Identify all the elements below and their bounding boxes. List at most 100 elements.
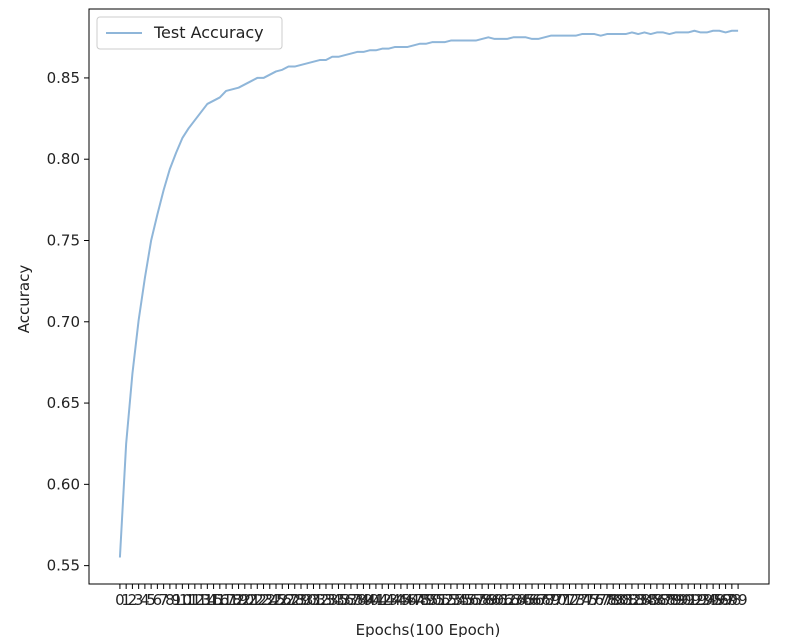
- x-tick-label: 92: [685, 591, 704, 609]
- x-tick-label: 33: [316, 591, 335, 609]
- x-tick-label: 15: [204, 591, 223, 609]
- x-tick-label: 66: [522, 591, 541, 609]
- x-tick-label: 54: [448, 591, 467, 609]
- x-tick-label: 10: [173, 591, 192, 609]
- x-tick-label: 99: [729, 591, 748, 609]
- x-tick-label: 14: [198, 591, 217, 609]
- x-tick-label: 25: [266, 591, 285, 609]
- x-tick-label: 80: [610, 591, 629, 609]
- x-tick-label: 98: [722, 591, 741, 609]
- x-tick-label: 86: [647, 591, 666, 609]
- x-tick-label: 62: [498, 591, 517, 609]
- x-tick-label: 64: [510, 591, 529, 609]
- x-tick-label: 83: [629, 591, 648, 609]
- x-tick-label: 20: [235, 591, 254, 609]
- x-tick-label: 93: [691, 591, 710, 609]
- x-tick-label: 24: [260, 591, 279, 609]
- x-tick-label: 90: [672, 591, 691, 609]
- legend: Test Accuracy: [96, 16, 283, 50]
- x-tick-label: 28: [285, 591, 304, 609]
- x-tick-label: 69: [541, 591, 560, 609]
- x-tick-label: 5: [146, 591, 156, 609]
- x-tick-label: 68: [535, 591, 554, 609]
- y-tick-label: 0.65: [47, 394, 80, 412]
- x-tick-label: 19: [229, 591, 248, 609]
- y-tick-label: 0.60: [47, 475, 80, 493]
- x-tick-label: 45: [391, 591, 410, 609]
- x-tick-label: 96: [710, 591, 729, 609]
- x-tick-label: 38: [348, 591, 367, 609]
- x-tick-label: 23: [254, 591, 273, 609]
- y-tick-label: 0.85: [47, 69, 80, 87]
- y-tick-label: 0.75: [47, 231, 80, 249]
- x-tick-label: 75: [579, 591, 598, 609]
- x-tick-label: 55: [454, 591, 473, 609]
- x-tick-label: 65: [516, 591, 535, 609]
- x-tick-label: 39: [354, 591, 373, 609]
- x-tick-label: 42: [373, 591, 392, 609]
- x-tick-label: 9: [171, 591, 181, 609]
- x-tick-label: 70: [547, 591, 566, 609]
- x-tick-label: 95: [704, 591, 723, 609]
- x-tick-label: 36: [335, 591, 354, 609]
- series-line-test-accuracy: [118, 29, 739, 558]
- x-axis: 0123456789101112131415161718192021222324…: [115, 584, 748, 609]
- x-tick-label: 6: [153, 591, 163, 609]
- legend-box: [96, 16, 283, 50]
- x-tick-label: 71: [554, 591, 573, 609]
- x-tick-label: 76: [585, 591, 604, 609]
- x-tick-label: 11: [179, 591, 198, 609]
- x-tick-label: 78: [597, 591, 616, 609]
- x-tick-label: 34: [323, 591, 342, 609]
- x-tick-label: 77: [591, 591, 610, 609]
- x-tick-label: 48: [410, 591, 429, 609]
- x-tick-label: 79: [604, 591, 623, 609]
- y-tick-label: 0.70: [47, 313, 80, 331]
- x-tick-label: 73: [566, 591, 585, 609]
- x-tick-label: 49: [416, 591, 435, 609]
- x-tick-label: 16: [210, 591, 229, 609]
- x-tick-label: 12: [185, 591, 204, 609]
- x-tick-label: 44: [385, 591, 404, 609]
- y-axis: 0.55 0.60 0.65 0.70 0.75 0.80 0.85: [47, 69, 89, 575]
- x-tick-label: 27: [279, 591, 298, 609]
- x-tick-label: 58: [473, 591, 492, 609]
- x-tick-label: 63: [504, 591, 523, 609]
- x-tick-label: 52: [435, 591, 454, 609]
- x-tick-label: 94: [697, 591, 716, 609]
- x-tick-label: 0: [115, 591, 125, 609]
- x-tick-label: 41: [366, 591, 385, 609]
- x-tick-label: 85: [641, 591, 660, 609]
- y-tick-label: 0.55: [47, 557, 80, 575]
- y-axis-label: Accuracy: [15, 265, 33, 334]
- x-tick-label: 53: [441, 591, 460, 609]
- x-tick-label: 84: [635, 591, 654, 609]
- x-tick-label: 17: [217, 591, 236, 609]
- x-tick-label: 46: [398, 591, 417, 609]
- x-tick-label: 32: [310, 591, 329, 609]
- x-tick-label: 31: [304, 591, 323, 609]
- x-tick-label: 43: [379, 591, 398, 609]
- x-tick-label: 47: [404, 591, 423, 609]
- x-tick-label: 8: [165, 591, 175, 609]
- x-tick-label: 59: [479, 591, 498, 609]
- x-tick-label: 35: [329, 591, 348, 609]
- x-tick-label: 4: [140, 591, 150, 609]
- x-tick-label: 3: [134, 591, 144, 609]
- x-tick-label: 67: [529, 591, 548, 609]
- x-tick-label: 82: [622, 591, 641, 609]
- plot-area: [88, 8, 770, 585]
- y-tick-label: 0.80: [47, 150, 80, 168]
- series-lines: [118, 29, 739, 558]
- x-tick-label: 50: [423, 591, 442, 609]
- x-tick-label: 22: [248, 591, 267, 609]
- x-tick-label: 7: [159, 591, 169, 609]
- x-tick-label: 57: [466, 591, 485, 609]
- x-tick-label: 87: [654, 591, 673, 609]
- x-tick-label: 37: [341, 591, 360, 609]
- x-tick-label: 97: [716, 591, 735, 609]
- x-tick-label: 13: [192, 591, 211, 609]
- x-tick-label: 26: [273, 591, 292, 609]
- x-tick-label: 88: [660, 591, 679, 609]
